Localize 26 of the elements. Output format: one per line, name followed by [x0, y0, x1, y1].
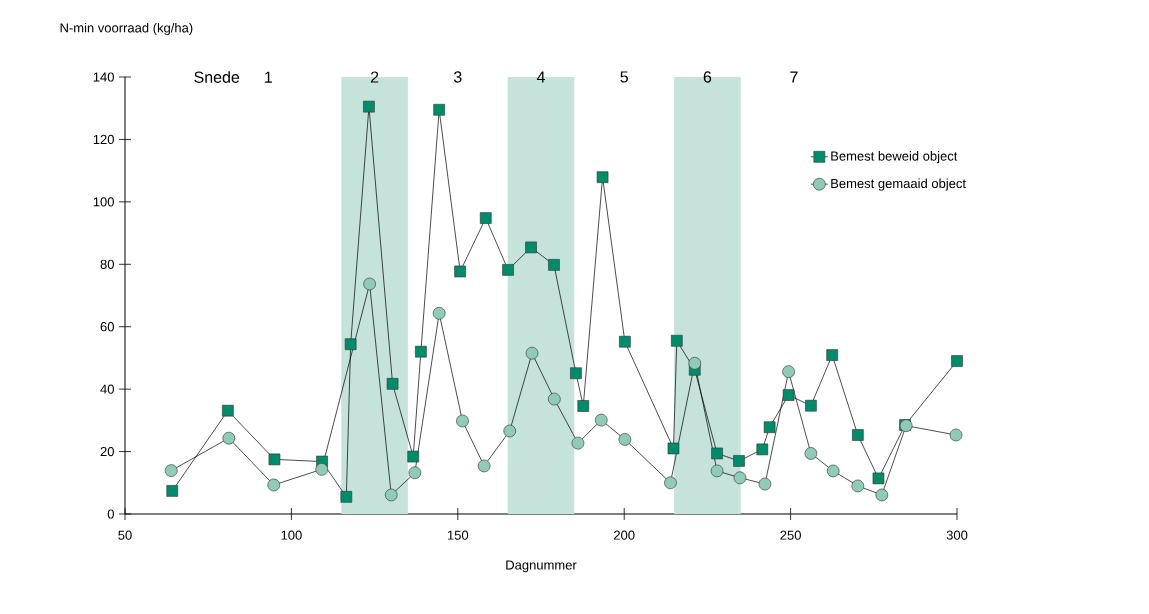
annotation: 7	[790, 71, 798, 83]
band-label: 6	[703, 71, 712, 83]
x-tick-label: 150	[447, 530, 469, 540]
x-axis-title: Dagnummer	[506, 560, 577, 573]
x-tick-label: 250	[780, 530, 801, 540]
x-tick-label: 300	[946, 530, 968, 540]
y-tick-label: 40	[100, 384, 114, 394]
annotation: 5	[620, 71, 628, 83]
y-tick-label: 100	[93, 197, 114, 207]
y-axis-title: N-min voorraad (kg/ha)	[60, 22, 193, 36]
annotation: 3	[453, 71, 462, 83]
x-tick-label: 50	[118, 530, 132, 540]
y-tick-label: 120	[93, 134, 114, 145]
x-tick-label: 200	[614, 530, 635, 540]
legend-label: Bemest gemaaid object	[831, 178, 966, 191]
y-tick-label: 80	[100, 259, 114, 269]
y-tick-label: 20	[100, 446, 114, 457]
y-tick-label: 140	[93, 72, 114, 82]
band-label: 2	[370, 71, 379, 83]
annotation: 1	[265, 71, 272, 83]
y-tick-label: 60	[100, 322, 114, 332]
y-tick-label: 0	[107, 509, 114, 519]
legend-label: Bemest beweid object	[831, 151, 958, 164]
band-label: 4	[536, 71, 545, 83]
x-tick-label: 100	[281, 530, 302, 540]
annotation: Snede	[194, 71, 240, 83]
